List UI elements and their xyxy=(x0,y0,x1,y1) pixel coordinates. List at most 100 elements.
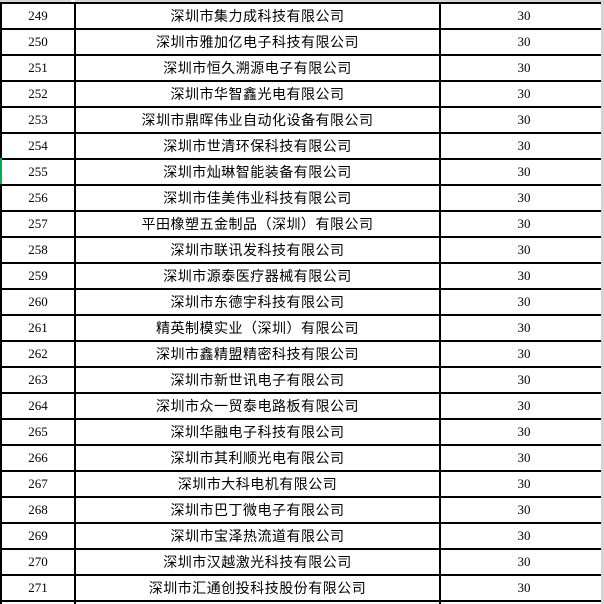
company-name-cell[interactable]: 深圳市灿琳智能装备有限公司 xyxy=(74,158,441,186)
value-cell[interactable]: 30 xyxy=(439,522,601,550)
value-cell[interactable] xyxy=(439,600,601,604)
table-row: 271 深圳市汇通创投科技股份有限公司 30 xyxy=(0,574,601,602)
company-name-cell[interactable]: 深圳市其利顺光电有限公司 xyxy=(74,444,441,472)
row-number-cell[interactable]: 269 xyxy=(0,522,76,550)
company-name-cell[interactable]: 深圳市东德宇科技有限公司 xyxy=(74,288,441,316)
row-number-cell[interactable]: 262 xyxy=(0,340,76,368)
row-number-cell[interactable]: 249 xyxy=(0,2,76,30)
table-row: 250 深圳市雅加亿电子科技有限公司 30 xyxy=(0,28,601,56)
column-divider-notch xyxy=(71,0,75,2)
value-cell[interactable]: 30 xyxy=(439,548,601,576)
row-number-cell[interactable]: 253 xyxy=(0,106,76,134)
row-number-cell[interactable]: 263 xyxy=(0,366,76,394)
row-number-cell[interactable]: 256 xyxy=(0,184,76,212)
value-cell[interactable]: 30 xyxy=(439,340,601,368)
value-cell[interactable]: 30 xyxy=(439,106,601,134)
company-name-cell[interactable]: 深圳市联讯发科技有限公司 xyxy=(74,236,441,264)
row-number-cell[interactable]: 255 xyxy=(0,158,76,186)
value-cell[interactable]: 30 xyxy=(439,28,601,56)
value-cell[interactable]: 30 xyxy=(439,2,601,30)
company-name-cell[interactable]: 深圳华融电子科技有限公司 xyxy=(74,418,441,446)
value-cell[interactable]: 30 xyxy=(439,80,601,108)
company-name-cell[interactable]: 深圳市雅加亿电子科技有限公司 xyxy=(74,28,441,56)
table-row: 258 深圳市联讯发科技有限公司 30 xyxy=(0,236,601,264)
company-name-cell[interactable]: 深圳市巴丁微电子有限公司 xyxy=(74,496,441,524)
row-number-cell[interactable]: 257 xyxy=(0,210,76,238)
company-name-cell[interactable]: 深圳市大科电机有限公司 xyxy=(74,470,441,498)
table-row: 266 深圳市其利顺光电有限公司 30 xyxy=(0,444,601,472)
value-cell[interactable]: 30 xyxy=(439,314,601,342)
value-cell[interactable]: 30 xyxy=(439,158,601,186)
row-number-cell[interactable]: 254 xyxy=(0,132,76,160)
value-cell[interactable]: 30 xyxy=(439,184,601,212)
company-name-cell[interactable]: 深圳市宝泽热流道有限公司 xyxy=(74,522,441,550)
row-number-cell[interactable]: 250 xyxy=(0,28,76,56)
company-name-cell[interactable]: 深圳市汉越激光科技有限公司 xyxy=(74,548,441,576)
row-number-cell[interactable]: 265 xyxy=(0,418,76,446)
value-cell[interactable]: 30 xyxy=(439,210,601,238)
table-row: 255 深圳市灿琳智能装备有限公司 30 xyxy=(0,158,601,186)
table-row: 254 深圳市世清环保科技有限公司 30 xyxy=(0,132,601,160)
table-row: 262 深圳市鑫精盟精密科技有限公司 30 xyxy=(0,340,601,368)
company-name-cell[interactable]: 深圳市佳美伟业科技有限公司 xyxy=(74,184,441,212)
table-row: 268 深圳市巴丁微电子有限公司 30 xyxy=(0,496,601,524)
value-cell[interactable]: 30 xyxy=(439,418,601,446)
table-row: 251 深圳市恒久溯源电子有限公司 30 xyxy=(0,54,601,82)
table-row: 257 平田橡塑五金制品（深圳）有限公司 30 xyxy=(0,210,601,238)
table-row: 260 深圳市东德宇科技有限公司 30 xyxy=(0,288,601,316)
row-number-cell[interactable]: 268 xyxy=(0,496,76,524)
value-cell[interactable]: 30 xyxy=(439,392,601,420)
row-number-cell[interactable]: 264 xyxy=(0,392,76,420)
value-cell[interactable]: 30 xyxy=(439,496,601,524)
row-number-cell[interactable]: 271 xyxy=(0,574,76,602)
company-name-cell[interactable]: 深圳市众一贸泰电路板有限公司 xyxy=(74,392,441,420)
green-row-marker xyxy=(0,158,2,184)
table-row: 263 深圳市新世讯电子有限公司 30 xyxy=(0,366,601,394)
value-cell[interactable]: 30 xyxy=(439,574,601,602)
company-name-cell[interactable]: 深圳市新世讯电子有限公司 xyxy=(74,366,441,394)
company-name-cell[interactable]: 深圳市集力成科技有限公司 xyxy=(74,2,441,30)
row-number-cell[interactable]: 266 xyxy=(0,444,76,472)
row-number-cell[interactable]: 258 xyxy=(0,236,76,264)
value-cell[interactable]: 30 xyxy=(439,470,601,498)
cropped-column-right-strip xyxy=(601,0,604,604)
company-name-cell[interactable]: 深圳市鼎晖伟业自动化设备有限公司 xyxy=(74,106,441,134)
value-cell[interactable]: 30 xyxy=(439,132,601,160)
row-number-cell[interactable]: 270 xyxy=(0,548,76,576)
company-name-cell[interactable]: 精英制模实业（深圳）有限公司 xyxy=(74,314,441,342)
table-row: 270 深圳市汉越激光科技有限公司 30 xyxy=(0,548,601,576)
table-row xyxy=(0,600,601,604)
company-name-cell[interactable]: 深圳市世清环保科技有限公司 xyxy=(74,132,441,160)
company-name-cell[interactable]: 深圳市鑫精盟精密科技有限公司 xyxy=(74,340,441,368)
row-number-cell[interactable]: 260 xyxy=(0,288,76,316)
table-row: 269 深圳市宝泽热流道有限公司 30 xyxy=(0,522,601,550)
value-cell[interactable]: 30 xyxy=(439,444,601,472)
value-cell[interactable]: 30 xyxy=(439,54,601,82)
table-row: 259 深圳市源泰医疗器械有限公司 30 xyxy=(0,262,601,290)
row-number-cell[interactable]: 267 xyxy=(0,470,76,498)
company-name-cell[interactable]: 深圳市汇通创投科技股份有限公司 xyxy=(74,574,441,602)
company-name-cell[interactable]: 深圳市源泰医疗器械有限公司 xyxy=(74,262,441,290)
table-row: 256 深圳市佳美伟业科技有限公司 30 xyxy=(0,184,601,212)
value-cell[interactable]: 30 xyxy=(439,288,601,316)
row-number-cell[interactable]: 261 xyxy=(0,314,76,342)
company-name-cell[interactable]: 深圳市恒久溯源电子有限公司 xyxy=(74,54,441,82)
value-cell[interactable]: 30 xyxy=(439,262,601,290)
row-number-cell[interactable]: 251 xyxy=(0,54,76,82)
row-number-cell[interactable]: 252 xyxy=(0,80,76,108)
value-cell[interactable]: 30 xyxy=(439,366,601,394)
company-name-cell[interactable] xyxy=(74,600,441,604)
row-number-cell[interactable] xyxy=(0,600,76,604)
company-name-cell[interactable]: 深圳市华智鑫光电有限公司 xyxy=(74,80,441,108)
company-name-cell[interactable]: 平田橡塑五金制品（深圳）有限公司 xyxy=(74,210,441,238)
table-row: 264 深圳市众一贸泰电路板有限公司 30 xyxy=(0,392,601,420)
value-cell[interactable]: 30 xyxy=(439,236,601,264)
table-row: 249 深圳市集力成科技有限公司 30 xyxy=(0,2,601,30)
table-row: 267 深圳市大科电机有限公司 30 xyxy=(0,470,601,498)
table-row: 265 深圳华融电子科技有限公司 30 xyxy=(0,418,601,446)
row-number-cell[interactable]: 259 xyxy=(0,262,76,290)
